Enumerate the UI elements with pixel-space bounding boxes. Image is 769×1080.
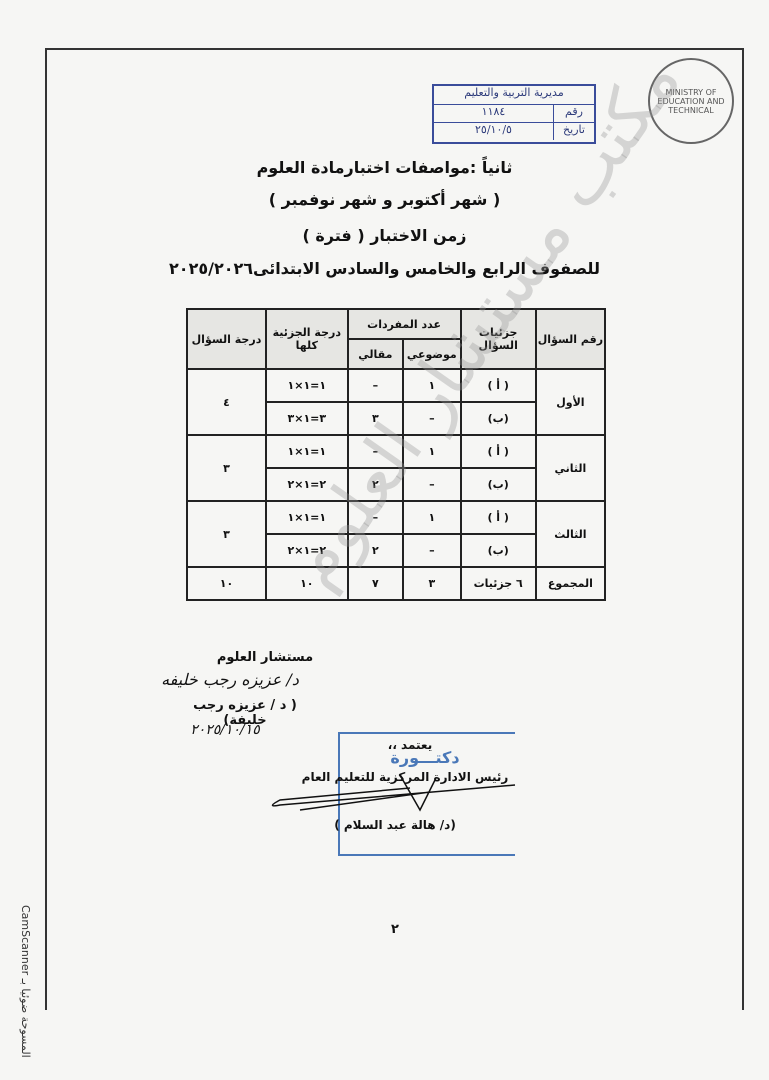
doc-subtitle: ( شهر أكتوبر و شهر نوفمبر ) [268, 190, 501, 209]
total-label: المجموع [534, 566, 607, 601]
part-score: ٢=١×٢ [264, 467, 349, 502]
table-row: (ب) –٢ ٢=١×٢ [187, 467, 605, 502]
stamp-date: ٢٥/١٠/٥ [475, 123, 512, 136]
objective-count: – [402, 467, 462, 502]
question-name: الثاني [534, 434, 607, 502]
part-label: (ب) [459, 401, 537, 436]
stamp-date-label: تاريخ [553, 123, 594, 140]
approval-title: رئيس الادارة المركزية للتعليم العام [301, 770, 509, 784]
advisor-date: ٢٠٢٥/١٠/١٥ [190, 722, 260, 738]
objective-count: ١ [402, 434, 462, 469]
total-part-score: ١٠ [264, 566, 349, 601]
spec-table: رقم السؤال جزئيات السؤال عدد المفردات در… [186, 308, 607, 601]
question-score: ٣ [186, 434, 267, 502]
advisor-signature: د/ عزيزه رجب خليفه [161, 670, 299, 689]
objective-count: – [402, 401, 462, 436]
th-question-score: درجة السؤال [186, 308, 267, 370]
part-score: ١=١×١ [264, 500, 349, 535]
part-label: ( أ ) [459, 500, 537, 535]
camscanner-label: CamScanner المسوحة ضوئيا بـ [19, 905, 32, 1058]
essay-count: ٣ [346, 401, 405, 436]
part-label: (ب) [459, 533, 537, 568]
part-label: ( أ ) [459, 434, 537, 469]
th-part-score: درجة الجزئية كلها [264, 308, 349, 370]
objective-count: ١ [402, 368, 462, 403]
header-row: رقم السؤال جزئيات السؤال عدد المفردات در… [186, 308, 607, 370]
advisor-name: ( د / عزيزه رجب خليفة) [193, 698, 297, 728]
table-row: الثالث( أ ) ١–١=١×١ ٣ [186, 500, 607, 568]
total-row: المجموع ٦ جزئيات ٣ ٧ ١٠ ١٠ [186, 566, 607, 601]
total-essay: ٧ [346, 566, 405, 601]
stamp-number: ١١٨٤ [481, 105, 506, 118]
question-score: ٤ [186, 368, 267, 436]
logo-text: MINISTRY OF EDUCATION AND TECHNICAL [657, 87, 725, 115]
doc-title: ثانياً :مواصفات اختبارمادة العلوم [256, 158, 513, 177]
part-score: ١=١×١ [264, 434, 349, 469]
th-parts: جزئيات السؤال [459, 308, 537, 370]
subheader-row: موضوعي مقالي [187, 338, 605, 370]
approval-name: (د/ هالة عبد السلام ) [334, 818, 456, 832]
objective-count: – [402, 533, 462, 568]
objective-count: ١ [402, 500, 462, 535]
essay-count: ٢ [346, 533, 405, 568]
question-name: الثالث [534, 500, 607, 568]
table-row: الثاني( أ ) ١–١=١×١ ٣ [186, 434, 607, 502]
essay-count: – [346, 500, 405, 535]
part-score: ١=١×١ [264, 368, 349, 403]
stamp-header: مديرية التربية والتعليم [464, 86, 564, 99]
ministry-logo: MINISTRY OF EDUCATION AND TECHNICAL [648, 58, 734, 144]
th-items-count: عدد المفردات [346, 308, 462, 340]
total-objective: ٣ [402, 566, 462, 601]
question-name: الأول [534, 368, 607, 436]
table-row: (ب) –٢ ٢=١×٢ [187, 533, 605, 568]
grades-line: للصفوف الرابع والخامس والسادس الابتدائى٢… [169, 259, 600, 278]
table-row: (ب) –٣ ٣=١×٣ [187, 401, 605, 436]
part-label: (ب) [459, 467, 537, 502]
exam-duration: زمن الاختبار ( فترة ) [302, 226, 467, 245]
part-label: ( أ ) [459, 368, 537, 403]
essay-count: – [346, 434, 405, 469]
approval-stamp-text: دكتـــورة [390, 748, 460, 767]
part-score: ٣=١×٣ [264, 401, 349, 436]
page-frame [45, 48, 744, 1010]
registry-stamp: مديرية التربية والتعليم رقم ١١٨٤ تاريخ ٢٥/… [432, 84, 596, 144]
advisor-title: مستشار العلوم [216, 650, 314, 665]
essay-count: ٢ [346, 467, 405, 502]
total-question-score: ١٠ [186, 566, 267, 601]
essay-count: – [346, 368, 405, 403]
stamp-number-label: رقم [553, 105, 594, 122]
approval-label: يعتمد ،، [387, 738, 433, 752]
table-row: الأول( أ ) ١–١=١×١ ٤ [186, 368, 607, 436]
total-parts: ٦ جزئيات [459, 566, 537, 601]
part-score: ٢=١×٢ [264, 533, 349, 568]
question-score: ٣ [186, 500, 267, 568]
th-objective: موضوعي [402, 338, 462, 370]
th-question-no: رقم السؤال [534, 308, 607, 370]
approval-signature [271, 774, 516, 812]
page-number: ٢ [391, 922, 399, 937]
th-essay: مقالي [346, 338, 405, 370]
